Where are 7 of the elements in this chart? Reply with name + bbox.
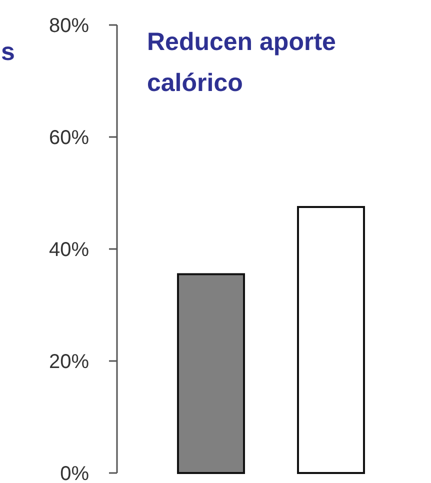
y-tick-label: 20% xyxy=(48,351,90,373)
y-tick-label: 80% xyxy=(48,15,90,37)
y-tick-label: 60% xyxy=(48,127,90,149)
text: Reducen aporte calórico xyxy=(147,28,336,97)
y-tick-label: 0% xyxy=(60,463,90,483)
y-tick-label: 40% xyxy=(48,239,90,261)
text: s xyxy=(1,38,15,66)
